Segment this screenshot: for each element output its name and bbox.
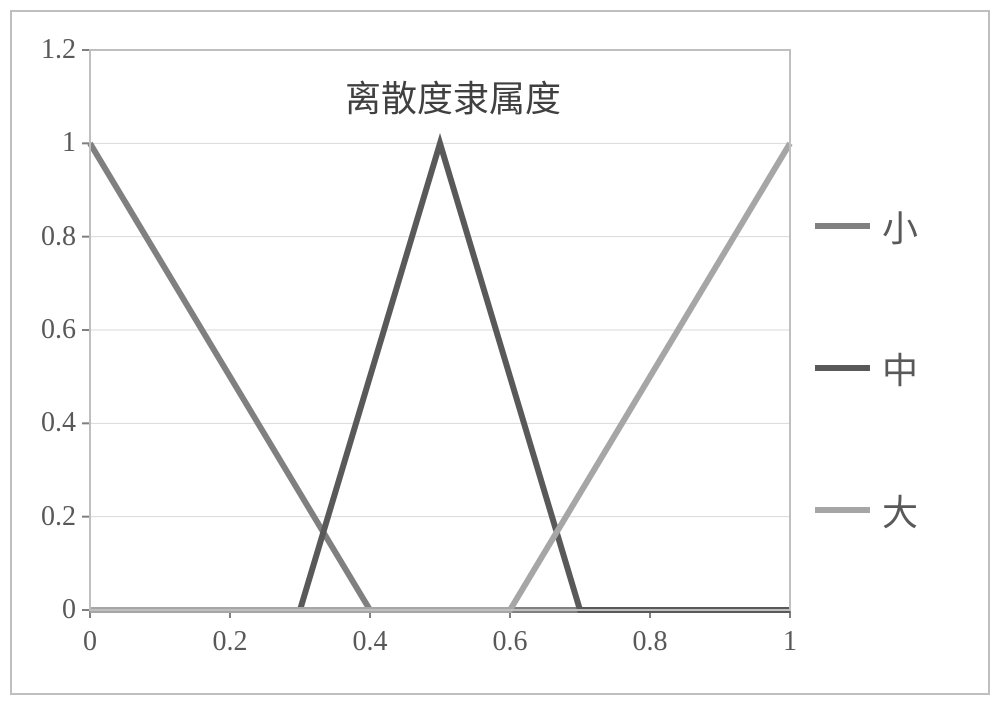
ytick-label: 0.6 xyxy=(41,314,76,346)
ytick-label: 0.8 xyxy=(41,221,76,253)
legend-item: 小 xyxy=(815,200,918,252)
ytick-label: 0 xyxy=(62,594,76,626)
xtick-label: 1 xyxy=(783,626,797,658)
ytick-label: 0.4 xyxy=(41,407,76,439)
chart-title: 离散度隶属度 xyxy=(345,70,561,122)
xtick-label: 0.8 xyxy=(633,626,668,658)
legend-label: 小 xyxy=(882,200,918,252)
xtick-label: 0.4 xyxy=(353,626,388,658)
legend: 小中大 xyxy=(815,200,918,626)
legend-swatch xyxy=(815,507,870,513)
legend-label: 大 xyxy=(882,484,918,536)
legend-label: 中 xyxy=(882,342,918,394)
xtick-label: 0.2 xyxy=(213,626,248,658)
legend-item: 大 xyxy=(815,484,918,536)
ytick-label: 1.2 xyxy=(41,34,76,66)
ytick-label: 1 xyxy=(62,127,76,159)
ytick-label: 0.2 xyxy=(41,501,76,533)
legend-swatch xyxy=(815,223,870,229)
legend-swatch xyxy=(815,365,870,371)
legend-item: 中 xyxy=(815,342,918,394)
xtick-label: 0.6 xyxy=(493,626,528,658)
xtick-label: 0 xyxy=(83,626,97,658)
